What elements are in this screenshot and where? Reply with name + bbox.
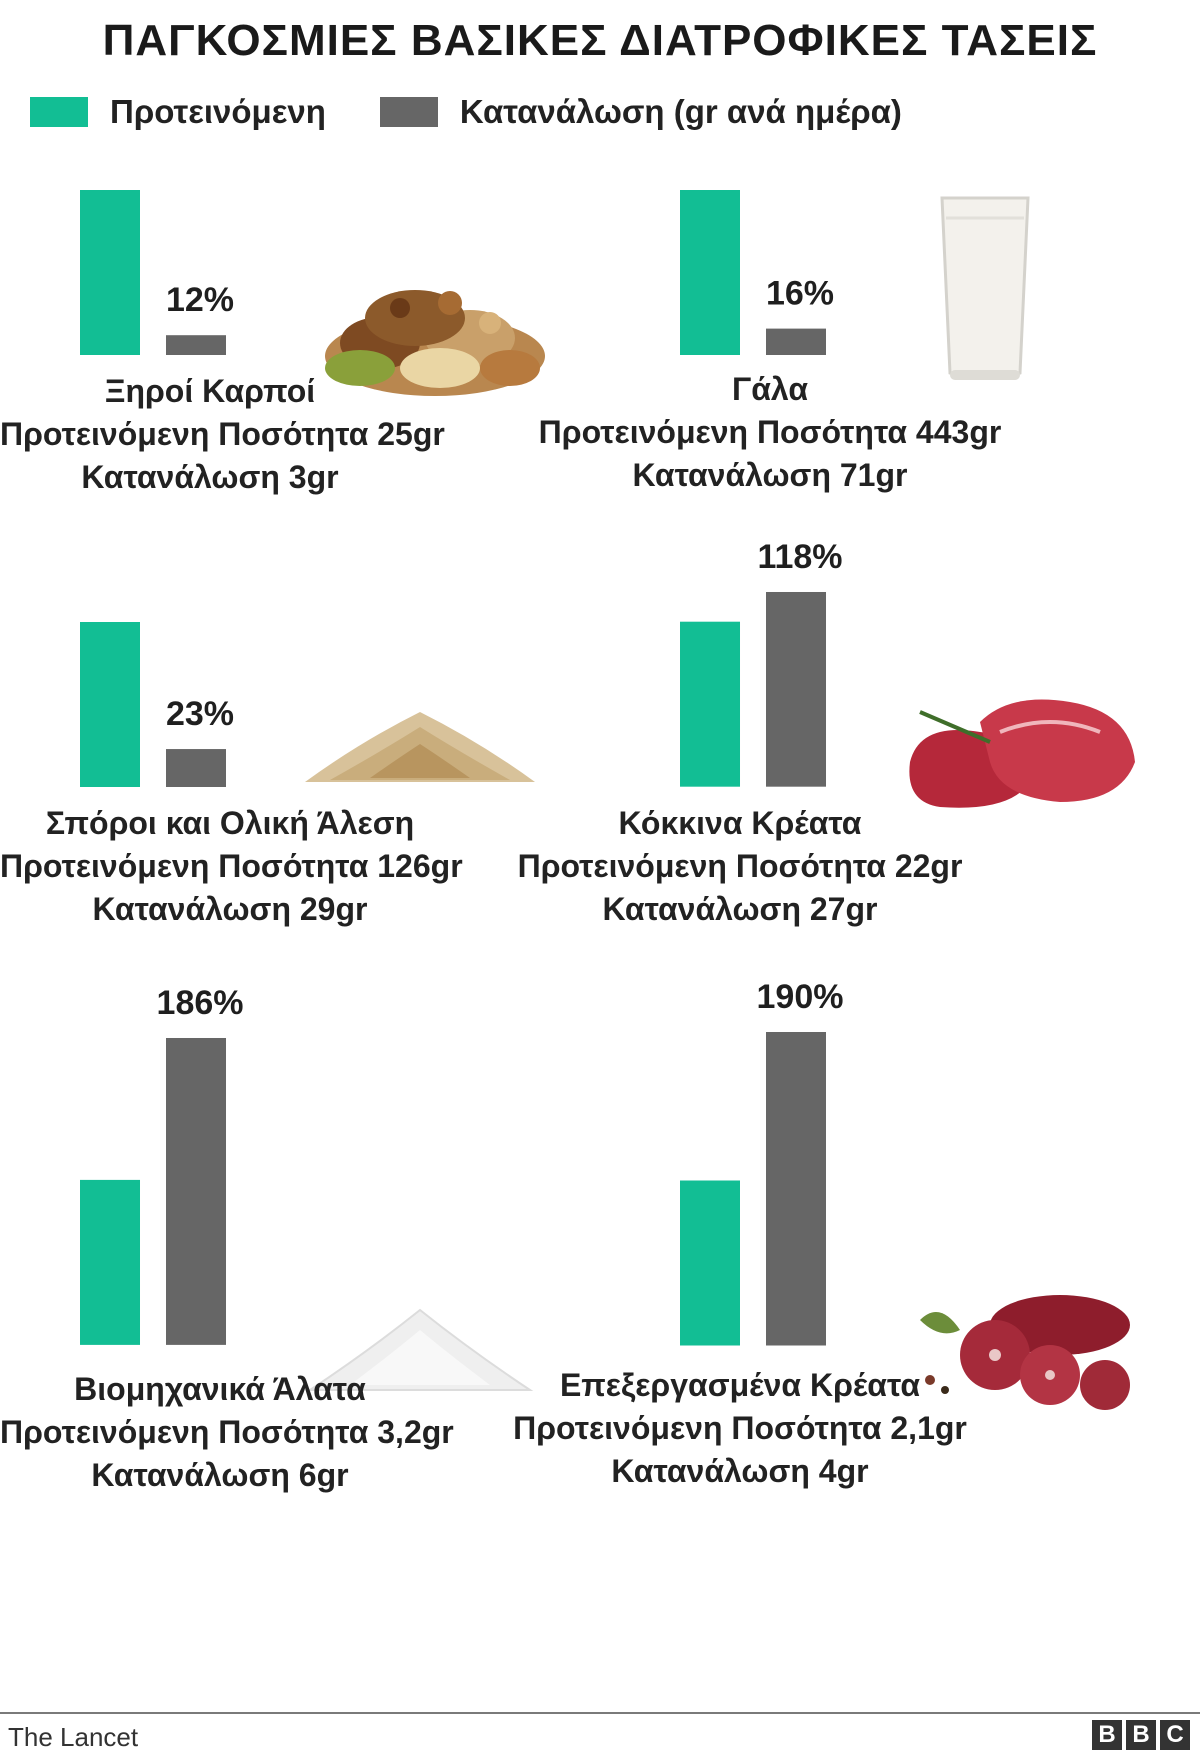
page-title: ΠΑΓΚΟΣΜΙΕΣ ΒΑΣΙΚΕΣ ΔΙΑΤΡΟΦΙΚΕΣ ΤΑΣΕΙΣ bbox=[102, 16, 1098, 65]
caption-category: Σπόροι και Ολική Άλεση bbox=[45, 805, 415, 841]
bar-recommended bbox=[680, 1180, 740, 1345]
caption-recommended: Προτεινόμενη Ποσότητα 22gr bbox=[517, 848, 963, 884]
legend-item-consumption: Κατανάλωση (gr ανά ημέρα) bbox=[379, 93, 902, 131]
caption-recommended: Προτεινόμενη Ποσότητα 126gr bbox=[0, 848, 463, 884]
caption-consumption: Κατανάλωση 4gr bbox=[611, 1453, 869, 1489]
data-label-percent: 16% bbox=[766, 275, 834, 313]
data-label-percent: 186% bbox=[157, 984, 244, 1022]
chart-panel-processed-meat: 190% Επεξεργασμένα Κρέατα Προτεινόμενη Π… bbox=[513, 978, 1160, 1580]
bar-consumption bbox=[166, 1038, 227, 1346]
chart-panel-grains: 23% Σπόροι και Ολική Άλεση Προτεινόμενη … bbox=[0, 582, 560, 1022]
bar-chart-nuts: 12% bbox=[80, 190, 234, 355]
bar-recommended bbox=[680, 190, 740, 355]
caption-consumption: Κατανάλωση 71gr bbox=[632, 457, 908, 493]
caption-salt: Βιομηχανικά Άλατα Προτεινόμενη Ποσότητα … bbox=[0, 1368, 454, 1497]
chart-panel-milk: 16% Γάλα Προτεινόμενη Ποσότητα 443gr Κατ… bbox=[539, 150, 1160, 590]
caption-processed-meat: Επεξεργασμένα Κρέατα Προτεινόμενη Ποσότη… bbox=[490, 1364, 990, 1493]
footer-divider bbox=[0, 1712, 1200, 1714]
caption-category: Γάλα bbox=[732, 371, 808, 407]
legend-item-recommended: Προτεινόμενη bbox=[30, 93, 326, 131]
bar-chart-salt: 186% bbox=[80, 984, 244, 1346]
caption-consumption: Κατανάλωση 3gr bbox=[81, 459, 339, 495]
caption-consumption: Κατανάλωση 6gr bbox=[91, 1457, 349, 1493]
caption-milk: Γάλα Προτεινόμενη Ποσότητα 443gr Κατανάλ… bbox=[520, 368, 1020, 497]
red-meat-icon bbox=[909, 699, 1135, 808]
bar-chart-milk: 16% bbox=[680, 190, 834, 355]
legend: Προτεινόμενη Κατανάλωση (gr ανά ημέρα) bbox=[30, 92, 956, 132]
data-label-percent: 12% bbox=[166, 281, 234, 319]
caption-recommended: Προτεινόμενη Ποσότητα 3,2gr bbox=[0, 1414, 454, 1450]
caption-category: Ξηροί Καρποί bbox=[104, 373, 316, 409]
caption-nuts: Ξηροί Καρποί Προτεινόμενη Ποσότητα 25gr … bbox=[0, 370, 445, 499]
bar-consumption bbox=[166, 335, 226, 355]
chart-panel-salt: 186% Βιομηχανικά Άλατα Προτεινόμενη Ποσό… bbox=[0, 984, 560, 1580]
bar-consumption bbox=[166, 749, 226, 787]
chart-panel-red-meat: 118% Κόκκινα Κρέατα Προτεινόμενη Ποσότητ… bbox=[518, 538, 1160, 1022]
sausage-icon bbox=[920, 1295, 1130, 1410]
bar-recommended bbox=[80, 622, 140, 787]
legend-label-consumption: Κατανάλωση (gr ανά ημέρα) bbox=[459, 93, 902, 130]
caption-category: Βιομηχανικά Άλατα bbox=[74, 1371, 366, 1407]
bar-recommended bbox=[680, 622, 741, 788]
grains-icon bbox=[305, 712, 535, 782]
bar-chart-processed-meat: 190% bbox=[680, 978, 844, 1345]
bbc-logo: B B C bbox=[1088, 1720, 1190, 1750]
data-label-percent: 118% bbox=[757, 538, 842, 576]
bbc-logo-letter: C bbox=[1160, 1720, 1190, 1750]
caption-recommended: Προτεινόμενη Ποσότητα 443gr bbox=[538, 414, 1002, 450]
legend-swatch-recommended bbox=[30, 97, 88, 127]
caption-category: Κόκκινα Κρέατα bbox=[618, 805, 862, 841]
bar-consumption bbox=[766, 328, 826, 355]
bar-chart-red-meat: 118% bbox=[680, 538, 843, 788]
caption-recommended: Προτεινόμενη Ποσότητα 25gr bbox=[0, 416, 445, 452]
bbc-logo-letter: B bbox=[1126, 1720, 1156, 1750]
bar-chart-grains: 23% bbox=[80, 622, 234, 787]
caption-consumption: Κατανάλωση 29gr bbox=[92, 891, 368, 927]
data-label-percent: 23% bbox=[166, 695, 234, 733]
bar-recommended bbox=[80, 190, 140, 355]
chart-panel-nuts: 12% Ξηροί Καρποί Προτεινόμενη Ποσότητα 2… bbox=[0, 150, 560, 590]
caption-red-meat: Κόκκινα Κρέατα Προτεινόμενη Ποσότητα 22g… bbox=[490, 802, 990, 931]
caption-consumption: Κατανάλωση 27gr bbox=[602, 891, 878, 927]
salt-pile-icon bbox=[306, 1308, 534, 1391]
caption-grains: Σπόροι και Ολική Άλεση Προτεινόμενη Ποσό… bbox=[0, 802, 463, 931]
legend-label-recommended: Προτεινόμενη bbox=[110, 93, 326, 130]
milk-glass-icon bbox=[940, 196, 1030, 380]
caption-category: Επεξεργασμένα Κρέατα bbox=[559, 1367, 921, 1403]
caption-recommended: Προτεινόμενη Ποσότητα 2,1gr bbox=[513, 1410, 967, 1446]
bar-consumption bbox=[766, 592, 827, 788]
bar-consumption bbox=[766, 1031, 826, 1345]
nuts-icon bbox=[325, 290, 545, 396]
legend-swatch-consumption bbox=[379, 97, 438, 127]
data-label-percent: 190% bbox=[757, 978, 844, 1016]
source-label: The Lancet bbox=[8, 1722, 139, 1752]
bbc-logo-letter: B bbox=[1092, 1720, 1122, 1750]
bar-recommended bbox=[80, 1180, 141, 1346]
